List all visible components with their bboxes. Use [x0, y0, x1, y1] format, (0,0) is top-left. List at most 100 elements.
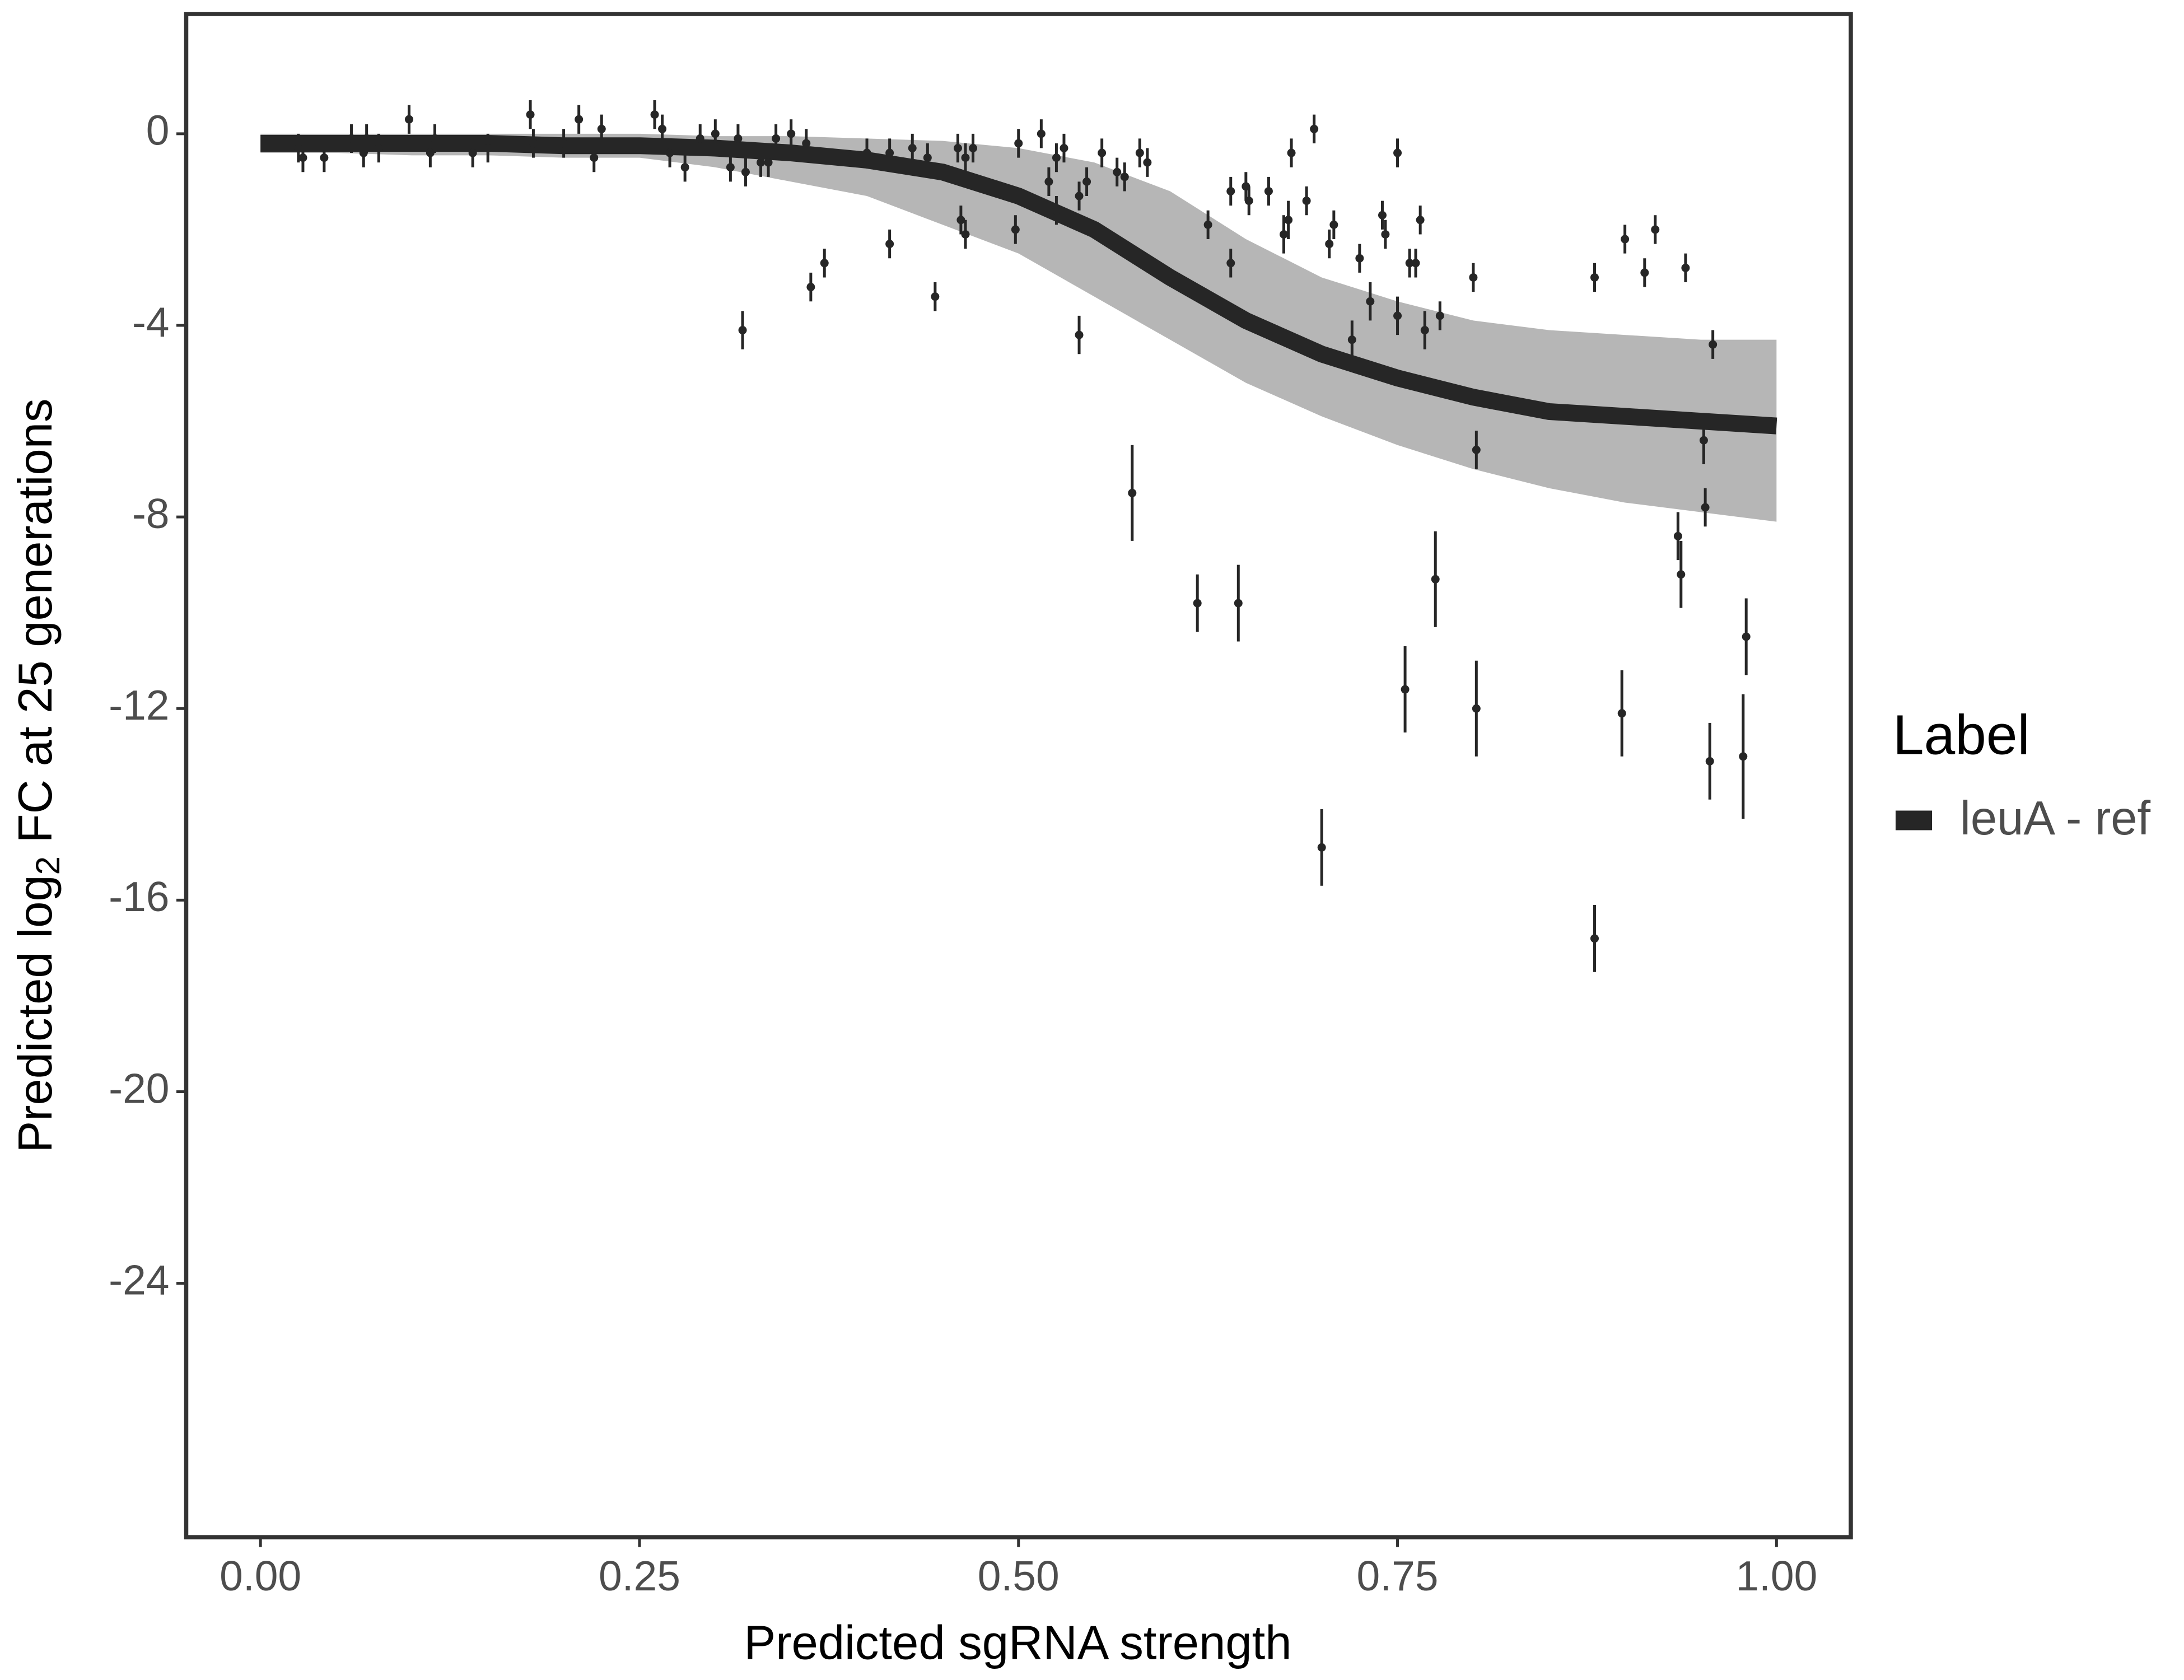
point — [1621, 235, 1630, 244]
point — [1742, 632, 1751, 641]
point — [1673, 531, 1682, 540]
point — [1411, 259, 1420, 268]
point — [787, 129, 796, 138]
point — [1284, 216, 1293, 225]
point — [923, 153, 932, 162]
point — [772, 134, 781, 143]
point — [1143, 158, 1152, 167]
point — [658, 124, 667, 133]
point — [1347, 335, 1356, 344]
point — [764, 158, 773, 167]
point — [1617, 709, 1626, 718]
x-tick-label: 0.25 — [599, 1552, 680, 1599]
point — [1264, 186, 1273, 195]
point — [1355, 254, 1364, 263]
point — [1699, 436, 1708, 445]
point — [1381, 230, 1390, 239]
fit-line — [260, 134, 1777, 435]
point — [1590, 934, 1599, 943]
point — [1435, 311, 1444, 320]
point — [1401, 685, 1410, 694]
point — [1287, 148, 1296, 157]
y-tick-label: -8 — [132, 490, 170, 537]
point — [320, 153, 329, 162]
point — [885, 240, 894, 249]
point — [1234, 599, 1243, 608]
y-tick-label: -12 — [109, 682, 169, 729]
y-tick-label: -16 — [109, 873, 169, 920]
x-axis-title: Predicted sgRNA strength — [744, 1616, 1292, 1669]
point — [362, 134, 371, 143]
point — [1431, 575, 1440, 584]
point — [1590, 273, 1599, 282]
point — [908, 143, 917, 152]
point — [862, 148, 871, 157]
legend-label: leuA - ref — [1960, 792, 2151, 845]
point — [468, 148, 477, 157]
point — [1128, 488, 1137, 497]
point — [1651, 225, 1660, 234]
x-tick-label: 0.50 — [978, 1552, 1060, 1599]
point — [597, 124, 606, 133]
point — [426, 148, 435, 157]
point — [711, 129, 720, 138]
point — [665, 148, 674, 157]
point — [1302, 197, 1311, 206]
point — [1244, 197, 1253, 206]
x-tick-label: 1.00 — [1735, 1552, 1817, 1599]
point — [1378, 211, 1387, 220]
panel-border — [184, 12, 1853, 1539]
legend-key — [1896, 810, 1932, 830]
y-axis-title: Predicted log2 FC at 25 generations — [9, 399, 66, 1153]
point — [526, 110, 535, 119]
point — [430, 134, 439, 143]
point — [969, 143, 978, 152]
point — [1640, 268, 1649, 277]
uncertainty-band — [260, 133, 1777, 522]
point — [1060, 143, 1068, 152]
point — [1472, 445, 1481, 454]
point — [1113, 167, 1122, 176]
point — [806, 283, 815, 292]
point — [1280, 230, 1289, 239]
point — [1052, 153, 1061, 162]
legend-title: Label — [1893, 703, 2030, 766]
point — [1701, 503, 1710, 512]
point — [953, 143, 962, 152]
point — [961, 230, 970, 239]
point — [1120, 172, 1129, 181]
point — [559, 139, 568, 148]
point — [529, 139, 538, 148]
x-tick-label: 0.75 — [1357, 1552, 1439, 1599]
y-axis-title-part: FC at 25 generations — [9, 399, 62, 856]
point — [1075, 330, 1084, 339]
y-tick-label: 0 — [146, 107, 170, 154]
point — [1317, 843, 1326, 852]
point — [1226, 259, 1235, 268]
point — [1416, 216, 1425, 225]
point — [885, 148, 894, 157]
point — [738, 326, 747, 335]
point — [1469, 273, 1478, 282]
point — [1681, 263, 1690, 272]
point — [820, 259, 829, 268]
point — [1739, 752, 1748, 761]
y-axis-title-sub: 2 — [29, 856, 67, 875]
point — [347, 134, 356, 143]
point — [1044, 177, 1053, 186]
point — [1709, 340, 1718, 349]
x-tick-label: 0.00 — [220, 1552, 301, 1599]
point — [734, 134, 743, 143]
point — [802, 139, 811, 148]
point — [1011, 225, 1020, 234]
point — [1677, 570, 1686, 579]
point — [1037, 129, 1046, 138]
point — [1082, 177, 1091, 186]
point — [1014, 139, 1023, 148]
point — [696, 134, 704, 143]
point — [1705, 757, 1714, 766]
point — [575, 115, 584, 124]
point — [294, 143, 303, 152]
point — [590, 153, 599, 162]
